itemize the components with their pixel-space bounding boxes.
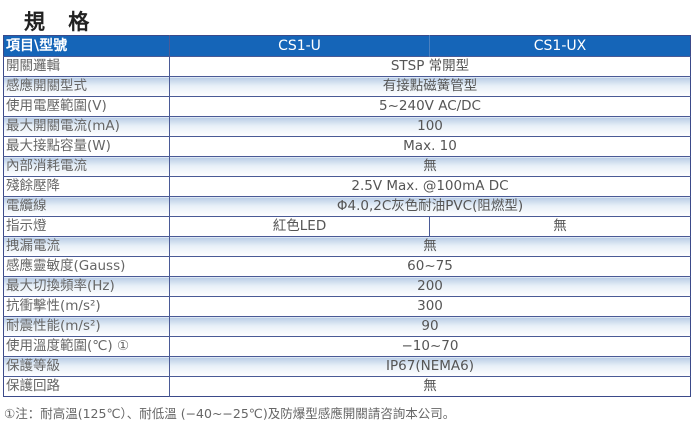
table-row: 電纜線 Φ4.0,2C灰色耐油PVC(阻燃型) [3, 196, 691, 217]
row-value: IP67(NEMA6) [169, 356, 691, 377]
row-value: 無 [169, 236, 691, 257]
table-row: 抗衝擊性(m/s²) 300 [3, 296, 691, 317]
page-title: 規 格 [24, 10, 98, 34]
table-header-row: 項目\型號 CS1-U CS1-UX [3, 35, 691, 57]
row-label: 使用電壓範圍(V) [3, 96, 170, 117]
row-value-a: 紅色LED [169, 216, 430, 237]
table-row: 殘餘壓降 2.5V Max. @100mA DC [3, 176, 691, 197]
row-label: 感應靈敏度(Gauss) [3, 256, 170, 277]
row-value: −10~70 [169, 336, 691, 357]
row-label: 殘餘壓降 [3, 176, 170, 197]
row-label: 最大接點容量(W) [3, 136, 170, 157]
table-row: 最大開關電流(mA) 100 [3, 116, 691, 137]
table-row: 保護回路無 [3, 376, 691, 397]
table-row: 最大切換頻率(Hz) 200 [3, 276, 691, 297]
row-value: STSP 常開型 [169, 56, 691, 77]
table-row: 開關邏輯 STSP 常開型 [3, 56, 691, 77]
footnote: ①注：耐高溫(125℃）、耐低溫 (−40~−25℃)及防爆型感應開關請咨詢本公… [4, 406, 456, 421]
row-label: 指示燈 [3, 216, 170, 237]
table-row: 內部消耗電流無 [3, 156, 691, 177]
table-row: 感應開關型式 有接點磁簧管型 [3, 76, 691, 97]
header-model-b: CS1-UX [429, 35, 691, 57]
table-row: 保護等級 IP67(NEMA6) [3, 356, 691, 377]
row-label: 耐震性能(m/s²) [3, 316, 170, 337]
row-label: 感應開關型式 [3, 76, 170, 97]
table-row: 拽漏電流無 [3, 236, 691, 257]
row-label: 開關邏輯 [3, 56, 170, 77]
table-row: 使用溫度範圍(℃) ① −10~70 [3, 336, 691, 357]
row-value: 無 [169, 156, 691, 177]
row-label: 最大切換頻率(Hz) [3, 276, 170, 297]
row-value: 90 [169, 316, 691, 337]
row-label: 保護等級 [3, 356, 170, 377]
table-row: 耐震性能(m/s²) 90 [3, 316, 691, 337]
row-value: Φ4.0,2C灰色耐油PVC(阻燃型) [169, 196, 691, 217]
row-label: 電纜線 [3, 196, 170, 217]
row-value: 100 [169, 116, 691, 137]
spec-table: 項目\型號 CS1-U CS1-UX 開關邏輯 STSP 常開型 感應開關型式 有接點… [3, 35, 691, 397]
row-value: 2.5V Max. @100mA DC [169, 176, 691, 197]
row-label: 拽漏電流 [3, 236, 170, 257]
row-value: 200 [169, 276, 691, 297]
header-item: 項目\型號 [3, 35, 170, 57]
row-value: 無 [169, 376, 691, 397]
row-value: 5~240V AC/DC [169, 96, 691, 117]
table-row: 指示燈 紅色LED 無 [3, 216, 691, 237]
row-value: Max. 10 [169, 136, 691, 157]
row-value: 300 [169, 296, 691, 317]
table-row: 感應靈敏度(Gauss) 60~75 [3, 256, 691, 277]
table-row: 最大接點容量(W) Max. 10 [3, 136, 691, 157]
row-value-b: 無 [429, 216, 691, 237]
table-row: 使用電壓範圍(V) 5~240V AC/DC [3, 96, 691, 117]
row-label: 內部消耗電流 [3, 156, 170, 177]
header-model-a: CS1-U [169, 35, 430, 57]
row-label: 抗衝擊性(m/s²) [3, 296, 170, 317]
row-value: 60~75 [169, 256, 691, 277]
row-label: 保護回路 [3, 376, 170, 397]
row-value: 有接點磁簧管型 [169, 76, 691, 97]
row-label: 使用溫度範圍(℃) ① [3, 336, 170, 357]
row-label: 最大開關電流(mA) [3, 116, 170, 137]
